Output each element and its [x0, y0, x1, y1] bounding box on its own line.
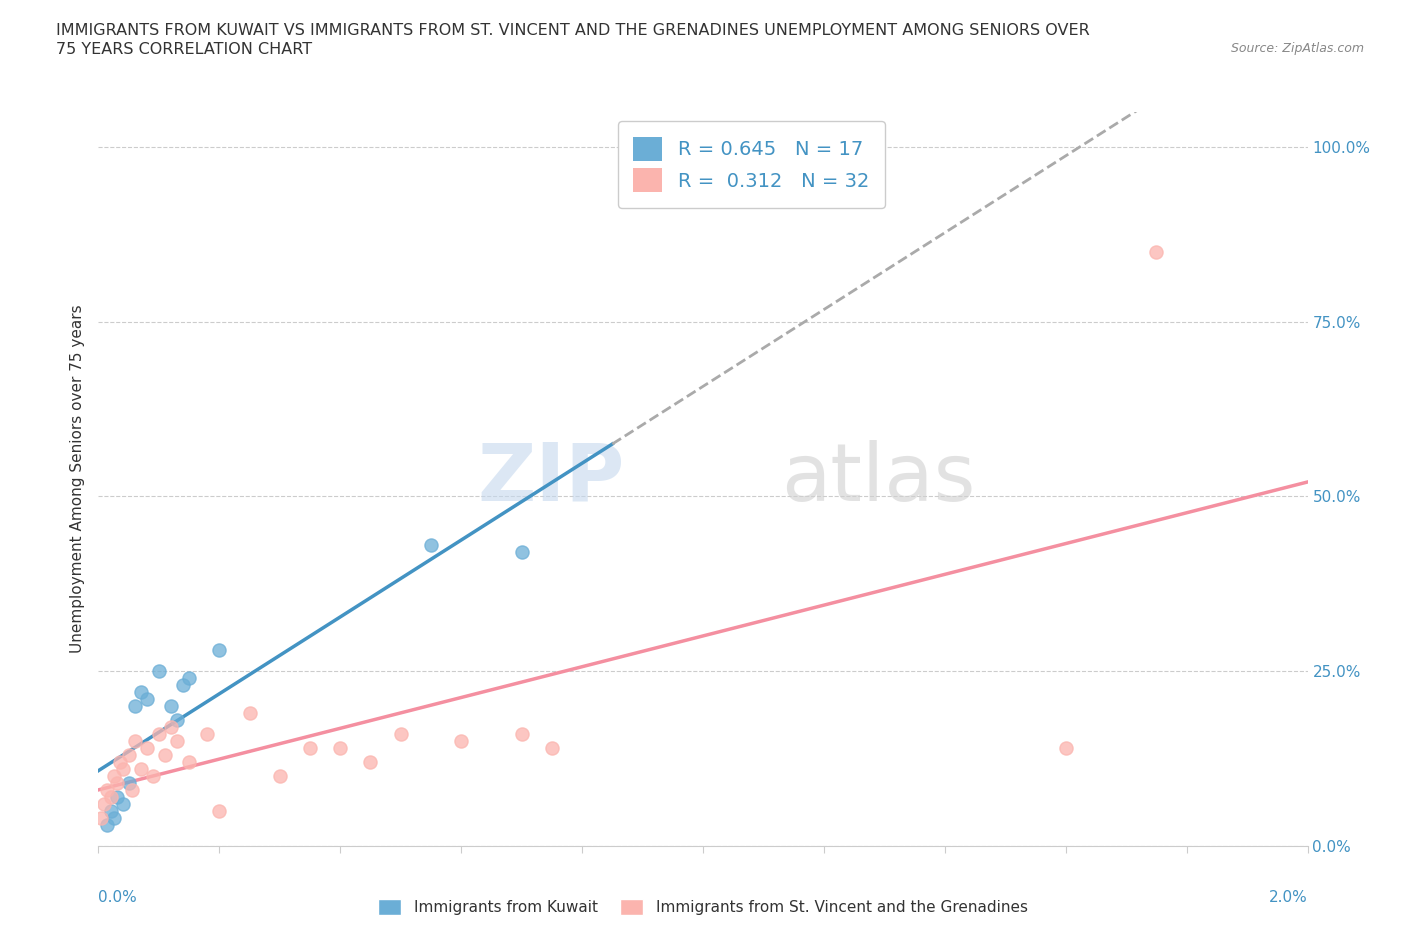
- Legend: R = 0.645   N = 17, R =  0.312   N = 32: R = 0.645 N = 17, R = 0.312 N = 32: [617, 121, 884, 207]
- Point: [208, 804, 231, 818]
- Point: [103, 769, 125, 784]
- Point: [329, 741, 352, 756]
- Point: [540, 741, 562, 756]
- Point: [129, 684, 152, 699]
- Point: [93, 797, 115, 812]
- Point: [135, 692, 157, 707]
- Point: [179, 671, 201, 685]
- Y-axis label: Unemployment Among Seniors over 75 years: Unemployment Among Seniors over 75 years: [69, 305, 84, 653]
- Point: [111, 797, 134, 812]
- Point: [96, 817, 118, 832]
- Point: [124, 734, 146, 749]
- Point: [172, 678, 194, 693]
- Point: [179, 755, 201, 770]
- Point: [90, 811, 112, 826]
- Point: [360, 755, 382, 770]
- Point: [105, 776, 128, 790]
- Point: [118, 776, 141, 790]
- Point: [239, 706, 262, 721]
- Point: [100, 804, 122, 818]
- Point: [129, 762, 152, 777]
- Point: [166, 734, 188, 749]
- Point: [108, 755, 131, 770]
- Text: Source: ZipAtlas.com: Source: ZipAtlas.com: [1230, 42, 1364, 55]
- Point: [420, 538, 443, 552]
- Point: [510, 727, 533, 742]
- Legend: Immigrants from Kuwait, Immigrants from St. Vincent and the Grenadines: Immigrants from Kuwait, Immigrants from …: [378, 899, 1028, 915]
- Text: 75 YEARS CORRELATION CHART: 75 YEARS CORRELATION CHART: [56, 42, 312, 57]
- Text: atlas: atlas: [782, 440, 976, 518]
- Text: ZIP: ZIP: [477, 440, 624, 518]
- Point: [96, 783, 118, 798]
- Point: [166, 713, 188, 728]
- Point: [121, 783, 143, 798]
- Point: [142, 769, 165, 784]
- Point: [124, 699, 146, 714]
- Point: [510, 545, 533, 560]
- Text: 0.0%: 0.0%: [98, 890, 138, 906]
- Point: [299, 741, 322, 756]
- Point: [148, 727, 170, 742]
- Point: [450, 734, 472, 749]
- Point: [111, 762, 134, 777]
- Point: [160, 699, 183, 714]
- Point: [1054, 741, 1077, 756]
- Point: [135, 741, 157, 756]
- Point: [208, 643, 231, 658]
- Point: [389, 727, 412, 742]
- Text: IMMIGRANTS FROM KUWAIT VS IMMIGRANTS FROM ST. VINCENT AND THE GRENADINES UNEMPLO: IMMIGRANTS FROM KUWAIT VS IMMIGRANTS FRO…: [56, 23, 1090, 38]
- Point: [153, 748, 176, 763]
- Point: [105, 790, 128, 804]
- Point: [269, 769, 291, 784]
- Text: 2.0%: 2.0%: [1268, 890, 1308, 906]
- Point: [195, 727, 218, 742]
- Point: [100, 790, 122, 804]
- Point: [118, 748, 141, 763]
- Point: [103, 811, 125, 826]
- Point: [160, 720, 183, 735]
- Point: [1146, 244, 1168, 259]
- Point: [148, 664, 170, 679]
